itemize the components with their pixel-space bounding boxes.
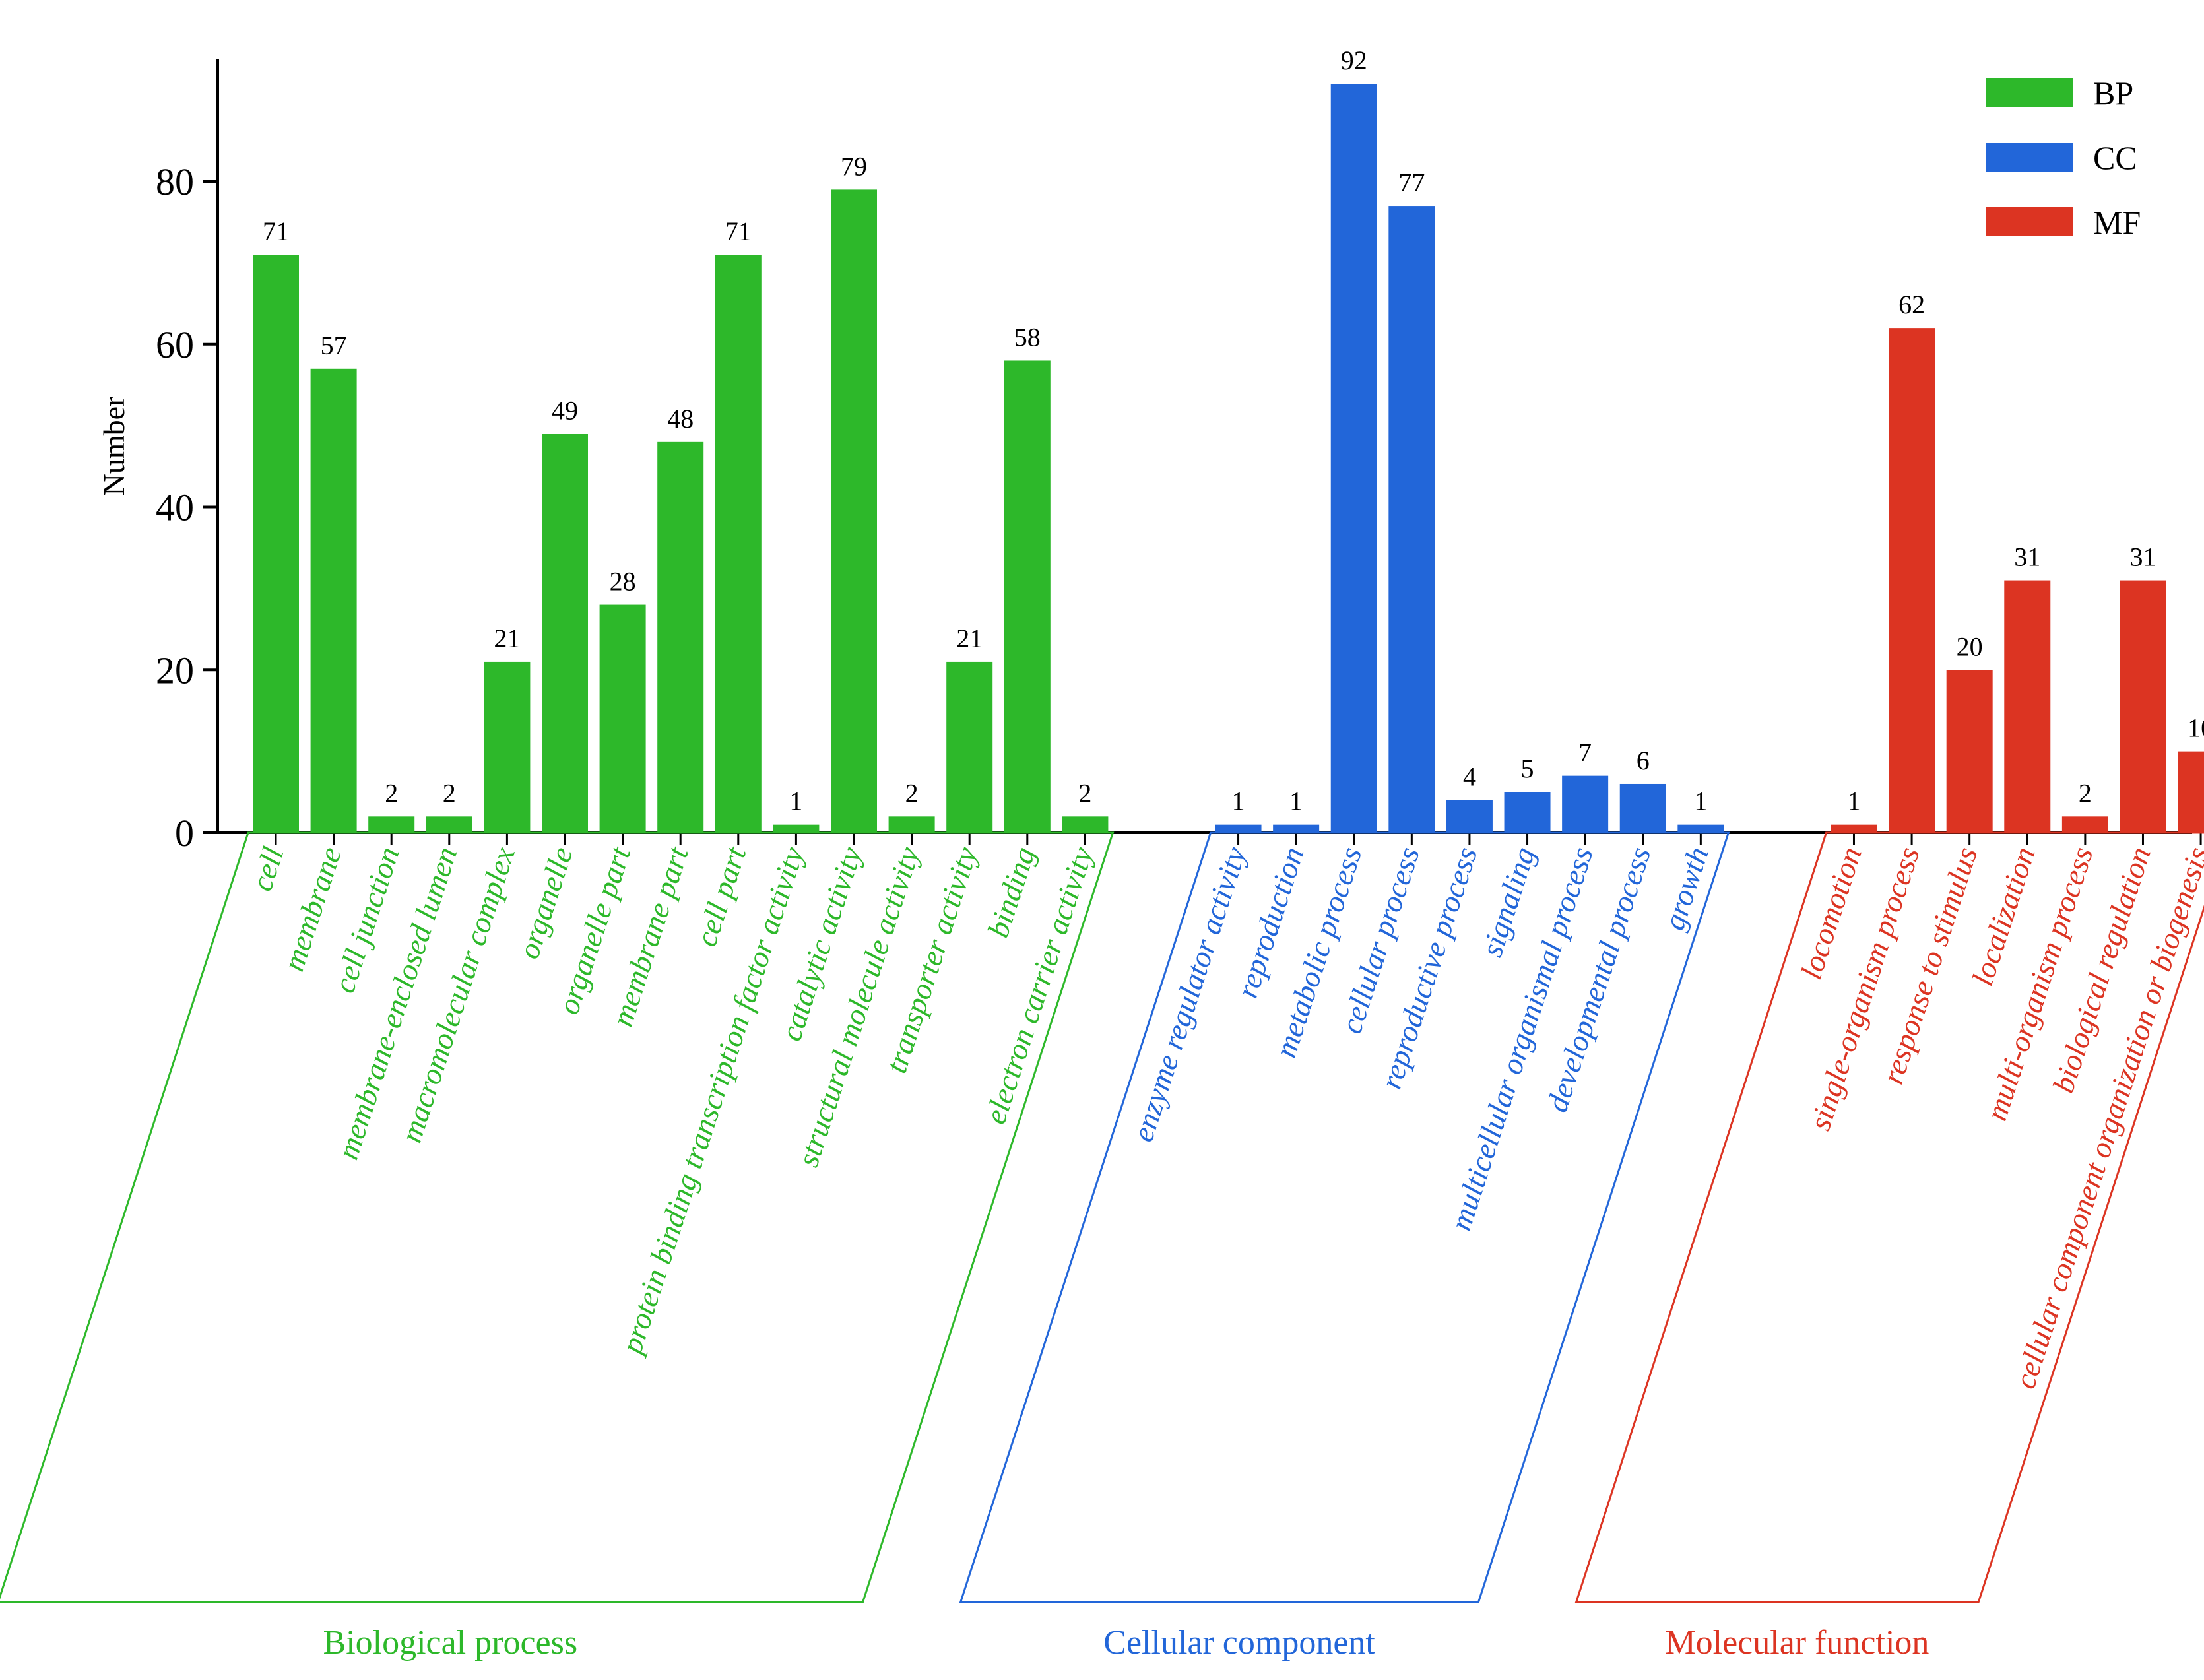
value-label-bp-cell: 71 [263,216,289,246]
category-label-growth: growth [1657,843,1715,934]
bar-mf-multi-organism-process [2061,816,2108,833]
category-label-cell: cell [244,843,290,895]
y-tick-label: 0 [175,812,194,855]
value-label-cc-signaling: 5 [1521,754,1534,783]
bar-bp-membrane [310,368,357,833]
value-label-mf-locomotion: 1 [1847,787,1860,816]
value-label-mf-localization: 31 [2014,542,2040,572]
value-label-cc-reproduction: 1 [1289,787,1303,816]
category-label-enzyme-regulator-activity: enzyme regulator activity [1126,843,1253,1146]
value-label-bp-binding: 58 [1014,322,1041,352]
y-axis-title: Number [97,397,131,496]
bar-bp-cell-part [715,255,762,833]
value-label-bp-macromolecular-complex: 21 [494,624,520,653]
legend-label-bp: BP [2093,75,2133,112]
bar-mf-locomotion [1831,824,1877,833]
group-frame-cc [959,831,1730,1603]
bar-mf-localization [2004,580,2051,833]
group-frame-bp [0,831,1115,1603]
group-label-bp: Biological process [323,1624,578,1662]
value-label-mf-response-to-stimulus: 20 [1957,631,1983,661]
bar-cc-reproductive-process [1446,800,1493,833]
value-label-cc-enzyme-regulator-activity: 1 [1232,787,1245,816]
bar-bp-electron-carrier-activity [1062,816,1109,833]
legend-label-mf: MF [2093,204,2141,241]
value-label-cc-reproductive-process: 4 [1463,762,1476,792]
value-label-mf-single-organism-process: 62 [1898,290,1925,319]
value-label-bp-membrane: 57 [321,331,347,360]
value-label-bp-organelle-part: 28 [610,567,636,597]
bar-bp-catalytic-activity [831,189,877,833]
bar-cc-growth [1677,824,1724,833]
group-frame-mf [1574,831,2204,1603]
y-tick-label: 20 [156,649,194,692]
bar-cc-cellular-process [1388,206,1435,833]
legend-label-cc: CC [2093,139,2137,176]
group-label-mf: Molecular function [1665,1624,1929,1662]
value-label-bp-electron-carrier-activity: 2 [1078,778,1091,808]
axes: 0 20 40 60 80 Number [97,59,2202,855]
bar-bp-macromolecular-complex [484,661,531,833]
bar-bp-protein-binding-transcription-factor-activity [773,824,820,833]
legend-swatch-cc [1986,143,2073,172]
value-label-bp-membrane-enclosed-lumen: 2 [443,778,456,808]
value-label-mf-multi-organism-process: 2 [2079,778,2092,808]
legend-swatch-bp [1986,78,2073,107]
bar-bp-transporter-activity [946,661,993,833]
value-label-cc-multicellular-organismal-process: 7 [1578,738,1592,767]
category-label-binding: binding [981,843,1041,941]
bar-cc-signaling [1504,792,1551,833]
bar-mf-response-to-stimulus [1946,670,1993,833]
value-label-bp-structural-molecule-activity: 2 [905,778,919,808]
bar-mf-single-organism-process [1889,328,1935,833]
bar-bp-organelle-part [599,604,646,833]
value-label-bp-organelle: 49 [552,395,578,425]
bar-cc-reproduction [1273,824,1320,833]
category-label-cell-part: cell part [689,842,753,950]
y-tick-label: 60 [156,323,194,366]
value-label-bp-cell-part: 71 [725,216,752,246]
bar-mf-biological-regulation [2120,580,2166,833]
value-label-cc-metabolic-process: 92 [1341,46,1367,75]
value-label-bp-protein-binding-transcription-factor-activity: 1 [789,787,802,816]
bar-bp-membrane-part [657,441,704,833]
value-label-bp-cell-junction: 2 [385,778,398,808]
bar-bp-organelle [542,434,588,833]
bar-bp-cell [253,255,299,833]
bar-cc-enzyme-regulator-activity [1215,824,1262,833]
value-label-cc-cellular-process: 77 [1398,168,1425,197]
value-label-cc-growth: 1 [1694,787,1707,816]
bar-bp-cell-junction [368,816,415,833]
value-label-mf-biological-regulation: 31 [2129,542,2156,572]
legend-swatch-mf [1986,207,2073,236]
value-label-bp-transporter-activity: 21 [956,624,983,653]
value-label-mf-cellular-component-organization-or-biogenesis: 10 [2188,713,2204,743]
y-tick-label: 80 [156,160,194,203]
value-label-bp-catalytic-activity: 79 [841,151,867,181]
value-label-cc-developmental-process: 6 [1637,746,1650,775]
bar-cc-metabolic-process [1330,84,1377,833]
bar-cc-developmental-process [1619,783,1666,833]
y-tick-label: 40 [156,486,194,529]
category-label-signaling: signaling [1475,843,1541,961]
bar-bp-structural-molecule-activity [888,816,935,833]
value-label-bp-membrane-part: 48 [667,404,694,434]
category-label-organelle: organelle [511,843,579,963]
legend: BP CC MF [1986,75,2141,241]
bar-cc-multicellular-organismal-process [1562,775,1609,833]
bar-bp-membrane-enclosed-lumen [426,816,472,833]
bar-mf-cellular-component-organization-or-biogenesis [2178,751,2204,833]
group-label-cc: Cellular component [1103,1624,1375,1662]
bar-bp-binding [1004,360,1051,833]
